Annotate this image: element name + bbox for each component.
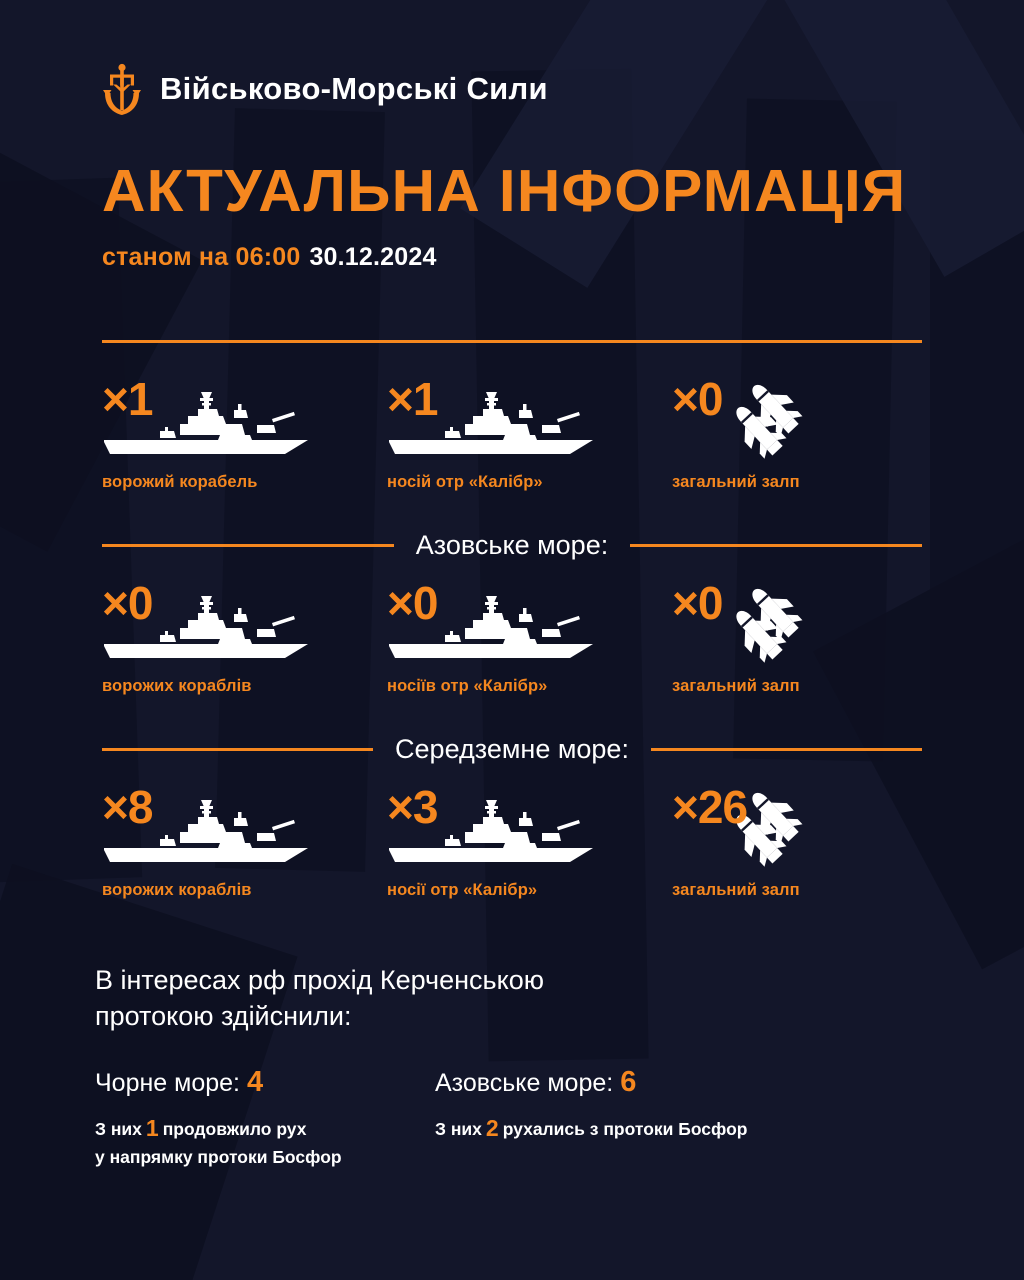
stat-label: загальний залп (672, 677, 800, 695)
missiles-icon (714, 782, 844, 868)
footer: В інтересах рф прохід Керченською проток… (0, 900, 1024, 1169)
warship-icon (387, 388, 602, 462)
page-title: АКТУАЛЬНА ІНФОРМАЦІЯ (102, 158, 907, 224)
stat-count: ×8 (102, 781, 153, 833)
stat-cell-salvo: ×0 (672, 576, 902, 696)
divider-left (102, 747, 374, 751)
divider-left (102, 339, 512, 343)
stat-cell-kalibr: ×0 (387, 576, 672, 696)
timestamp-row: станом на 06:00 30.12.2024 (102, 243, 1024, 272)
footer-col-title-row: Азовське море: 6 (435, 1068, 748, 1097)
missiles-icon (714, 374, 844, 460)
stat-cell-salvo: ×0 (672, 372, 902, 492)
footer-sub-text1: продовжило рух (162, 1119, 307, 1140)
stat-cell-ships: ×8 (102, 780, 387, 900)
stat-label: ворожий корабель (102, 473, 258, 491)
stat-visual: ×26 (672, 780, 902, 872)
stat-count: ×1 (102, 373, 153, 425)
footer-col-value: 6 (620, 1066, 637, 1099)
stat-count: ×0 (672, 577, 723, 629)
footer-stats: Чорне море: 4 З них 1 продовжило рух у напр… (95, 1068, 1024, 1169)
footer-sub-text1: рухались з протоки Босфор (502, 1119, 748, 1140)
stat-count: ×1 (387, 373, 438, 425)
stat-visual: ×1 (387, 372, 672, 464)
stat-visual: ×0 (102, 576, 387, 668)
stat-cell-salvo: ×26 (672, 780, 902, 900)
footer-sub-prefix: З них (95, 1119, 142, 1140)
section-azov-sea: Азовське море: ×0 (0, 529, 1024, 696)
stat-label: загальний залп (672, 881, 800, 899)
section-header: Середземне море: (0, 733, 1024, 764)
footer-lead-line1: В інтересах рф прохід Керченською (95, 965, 544, 995)
section-header: Азовське море: (0, 529, 1024, 560)
warship-icon (102, 388, 317, 462)
stat-visual: ×8 (102, 780, 387, 872)
stat-cell-ships: ×1 (102, 372, 387, 492)
stat-label: ворожих кораблів (102, 677, 252, 695)
footer-col-sub: З них 1 продовжило рух у напрямку протоки … (95, 1113, 435, 1169)
divider-left (102, 543, 394, 547)
stat-cell-kalibr: ×1 (387, 372, 672, 492)
footer-sub-prefix: З них (435, 1119, 482, 1140)
stat-label: носії отр «Калібр» (387, 881, 538, 899)
footer-col-sub-line1: З них 2 рухались з протоки Босфор (435, 1113, 748, 1145)
stat-count: ×0 (102, 577, 153, 629)
title-block: АКТУАЛЬНА ІНФОРМАЦІЯ станом на 06:00 30.1… (0, 116, 1024, 272)
anchor-trident-icon (102, 62, 142, 116)
footer-sub-number: 2 (485, 1115, 499, 1142)
missiles-icon (714, 578, 844, 664)
stat-label: носій отр «Калібр» (387, 473, 543, 491)
section-mediterranean-sea: Середземне море: ×8 (0, 733, 1024, 900)
footer-lead-line2: протокою здійснили: (95, 1001, 352, 1032)
stat-visual: ×3 (387, 780, 672, 872)
divider-right (650, 747, 922, 751)
stat-label: загальний залп (672, 473, 800, 491)
sections: ×1 (0, 328, 1024, 900)
section-header (0, 328, 1024, 354)
stat-cell-ships: ×0 (102, 576, 387, 696)
stat-label: носіїв отр «Калібр» (387, 677, 548, 695)
stat-cell-kalibr: ×3 (387, 780, 672, 900)
warship-icon (102, 796, 317, 870)
footer-col-title: Чорне море: (95, 1069, 240, 1098)
header: Військово-Морські Сили (0, 0, 1024, 116)
stat-count: ×0 (672, 373, 723, 425)
warship-icon (387, 592, 602, 666)
stat-row: ×0 (0, 576, 1024, 696)
footer-sub-number: 1 (145, 1115, 159, 1142)
footer-col-sub: З них 2 рухались з протоки Босфор (435, 1113, 748, 1145)
footer-col-title-row: Чорне море: 4 (95, 1068, 435, 1097)
section-title: Середземне море: (395, 733, 629, 764)
footer-col-azov-sea: Азовське море: 6 З них 2 рухались з протоки… (435, 1068, 748, 1169)
stat-count: ×3 (387, 781, 438, 833)
stat-label: ворожих кораблів (102, 881, 252, 899)
footer-lead: В інтересах рф прохід Керченською проток… (95, 962, 735, 1034)
stat-row: ×1 (0, 372, 1024, 492)
warship-icon (387, 796, 602, 870)
stat-count: ×26 (672, 781, 748, 833)
timestamp-label: станом на 06:00 (102, 243, 301, 271)
stat-visual: ×0 (672, 372, 902, 464)
divider-right (512, 339, 922, 343)
divider-right (630, 543, 922, 547)
stat-count: ×0 (387, 577, 438, 629)
brand-title: Військово-Морські Сили (160, 71, 548, 106)
section-black-sea: ×1 (0, 328, 1024, 492)
footer-col-title: Азовське море: (435, 1069, 614, 1098)
footer-col-sub-line2: у напрямку протоки Босфор (95, 1147, 342, 1168)
stat-visual: ×1 (102, 372, 387, 464)
timestamp-date: 30.12.2024 (309, 243, 437, 271)
footer-col-sub-line1: З них 1 продовжило рух (95, 1113, 435, 1145)
stat-visual: ×0 (387, 576, 672, 668)
footer-col-black-sea: Чорне море: 4 З них 1 продовжило рух у напр… (95, 1068, 435, 1169)
stat-visual: ×0 (672, 576, 902, 668)
section-title: Азовське море: (415, 529, 609, 560)
warship-icon (102, 592, 317, 666)
footer-col-value: 4 (246, 1066, 264, 1099)
stat-row: ×8 (0, 780, 1024, 900)
